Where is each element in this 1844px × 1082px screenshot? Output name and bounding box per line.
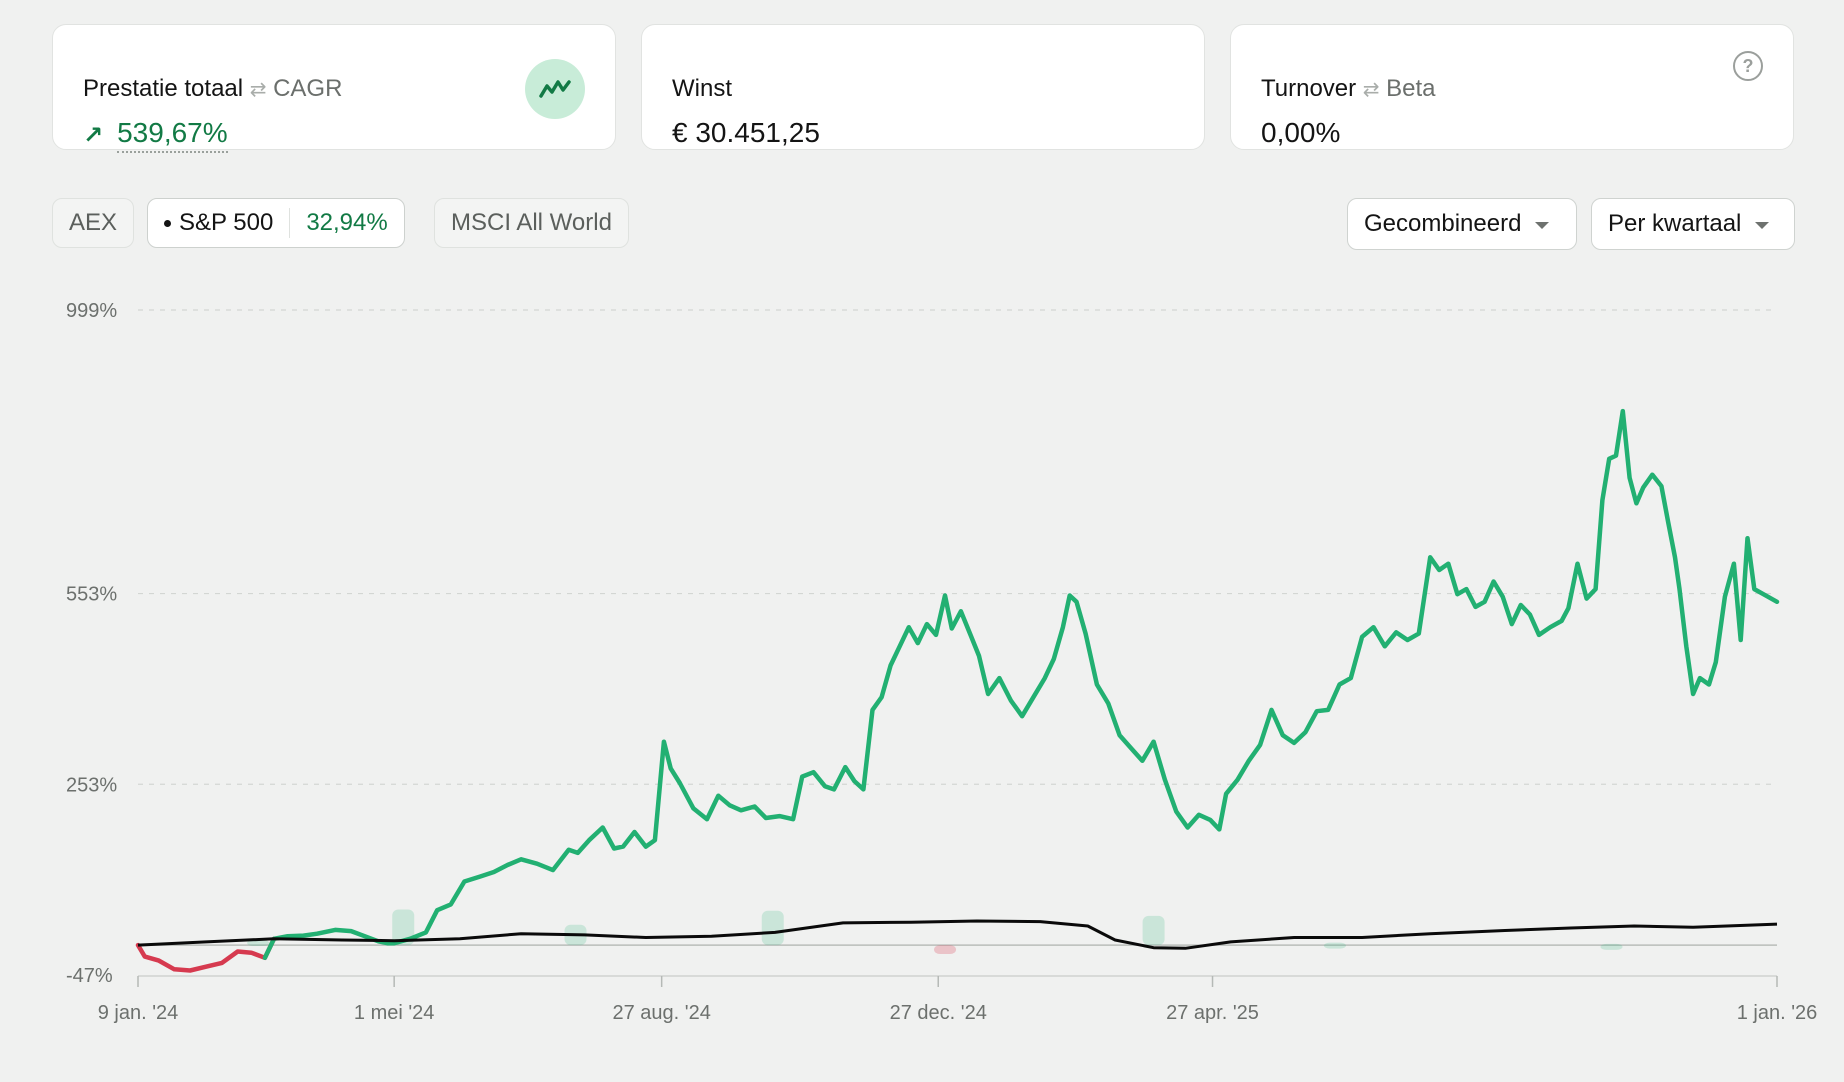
mode-select-value: Gecombineerd <box>1364 210 1522 237</box>
x-tick-label: 1 mei '24 <box>354 1002 435 1024</box>
performance-chart[interactable]: 999% 553% 253% -47% 9 jan. '24 1 mei '24… <box>0 270 1844 1060</box>
period-bar[interactable] <box>1600 943 1623 950</box>
kpi-card-turnover: Turnover ⇄ Beta 0,00% ? <box>1230 24 1794 150</box>
portfolio-line-negative[interactable] <box>135 936 277 973</box>
x-axis: 9 jan. '24 1 mei '24 27 aug. '24 27 dec.… <box>98 1002 1818 1024</box>
y-tick-label: 999% <box>66 300 117 322</box>
arrow-up-right-icon: ↗ <box>83 121 104 149</box>
benchmark-label-aex: AEX <box>69 209 118 236</box>
cagr-toggle[interactable]: CAGR <box>273 75 343 102</box>
portfolio-line[interactable] <box>262 408 1780 961</box>
chart-bars <box>247 909 1623 955</box>
benchmark-label-msci: MSCI All World <box>451 209 612 236</box>
turnover-label: Turnover <box>1261 75 1357 102</box>
x-tick-label: 27 aug. '24 <box>612 1002 710 1024</box>
turnover-label-row: Turnover ⇄ Beta <box>1261 75 1436 103</box>
swap-icon[interactable]: ⇄ <box>1362 78 1380 101</box>
chart-grid <box>137 309 1778 987</box>
profit-label-row: Winst <box>672 75 732 103</box>
chart-lines <box>135 408 1780 973</box>
performance-value[interactable]: 539,67% <box>117 117 228 153</box>
beta-toggle[interactable]: Beta <box>1386 75 1436 102</box>
help-icon[interactable]: ? <box>1733 51 1763 81</box>
period-select[interactable]: Per kwartaal <box>1591 198 1795 250</box>
pill-divider <box>289 208 291 238</box>
benchmark-pill-aex[interactable]: AEX <box>52 198 135 248</box>
y-tick-label: 253% <box>66 774 117 796</box>
benchmark-line[interactable] <box>137 919 1778 950</box>
turnover-value: 0,00% <box>1261 117 1341 148</box>
x-tick-label: 9 jan. '24 <box>98 1002 179 1024</box>
benchmark-pill-msci[interactable]: MSCI All World <box>434 198 629 248</box>
performance-label-row: Prestatie totaal ⇄ CAGR <box>83 75 342 103</box>
performance-value-row: ↗ 539,67% <box>83 117 228 153</box>
benchmark-pill-sp500[interactable]: S&P 500 32,94% <box>147 198 405 248</box>
profit-value-row: € 30.451,25 <box>672 117 820 149</box>
y-tick-label: -47% <box>66 965 113 987</box>
y-tick-label: 553% <box>66 584 117 606</box>
benchmark-value-sp500: 32,94% <box>306 209 388 236</box>
period-bar[interactable] <box>247 940 270 947</box>
profit-value: € 30.451,25 <box>672 117 820 148</box>
period-select-value: Per kwartaal <box>1608 210 1742 237</box>
period-bar[interactable] <box>392 909 415 946</box>
swap-icon[interactable]: ⇄ <box>249 78 267 101</box>
period-bar[interactable] <box>934 945 957 955</box>
mode-select[interactable]: Gecombineerd <box>1347 198 1577 250</box>
chevron-down-icon <box>1535 221 1550 229</box>
profit-label: Winst <box>672 75 732 102</box>
benchmark-label-sp500: S&P 500 <box>179 209 274 236</box>
period-bar[interactable] <box>761 910 784 946</box>
trend-zigzag-icon <box>539 80 571 98</box>
turnover-value-row: 0,00% <box>1261 117 1340 149</box>
chevron-down-icon <box>1755 221 1770 229</box>
kpi-card-performance: Prestatie totaal ⇄ CAGR ↗ 539,67% <box>52 24 616 153</box>
trend-up-icon <box>525 59 585 119</box>
period-bar[interactable] <box>1142 915 1165 946</box>
x-tick-label: 27 apr. '25 <box>1166 1002 1259 1024</box>
performance-label: Prestatie totaal <box>83 75 244 102</box>
selected-dot-icon <box>164 219 171 227</box>
kpi-card-profit: Winst € 30.451,25 <box>641 24 1205 150</box>
x-tick-label: 27 dec. '24 <box>890 1002 987 1024</box>
y-axis: 999% 553% 253% -47% <box>66 300 117 987</box>
period-bar[interactable] <box>1323 942 1346 949</box>
x-tick-label: 1 jan. '26 <box>1737 1002 1818 1024</box>
